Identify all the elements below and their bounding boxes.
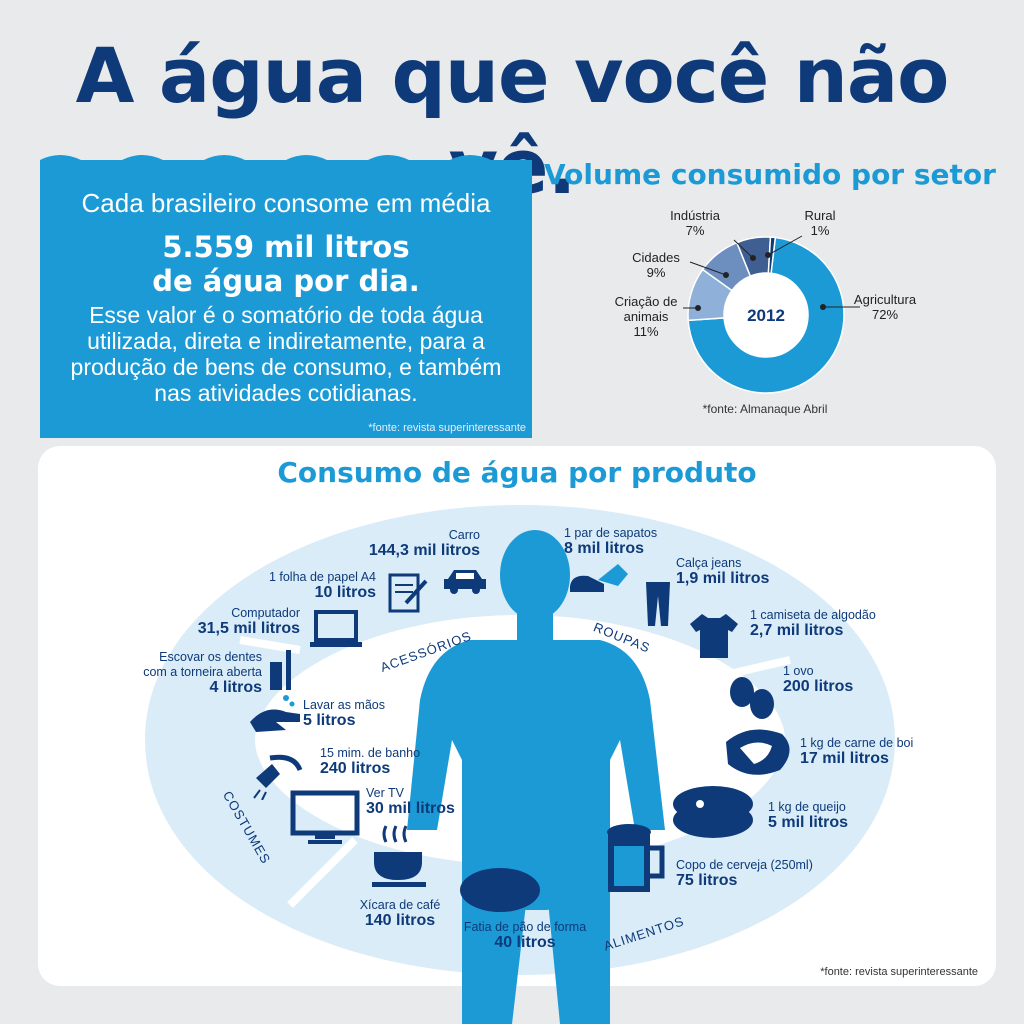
leader-industria (733, 239, 754, 259)
highlight-value: 5.559 mil litros de água por dia. (152, 230, 420, 298)
sector-source: *fonte: Almanaque Abril (702, 402, 828, 416)
car-icon (444, 570, 486, 594)
cheese-icon (673, 786, 753, 838)
shower-icon (253, 754, 303, 800)
label-cidades: Cidades 9% (632, 250, 680, 280)
product-carne: 1 kg de carne de boi 17 mil litros (800, 736, 914, 767)
stat-source: *fonte: revista superinteressante (368, 422, 526, 434)
person-silhouette (407, 530, 665, 1024)
shoes-icon (570, 564, 628, 592)
donut-hole (724, 273, 808, 357)
average-consumption-panel: Cada brasileiro consome em média 5.559 m… (40, 160, 532, 438)
product-ovo: 1 ovo 200 litros (783, 664, 854, 695)
label-agricultura: Agricultura 72% (853, 292, 917, 322)
product-carro: Carro 144,3 mil litros (368, 528, 480, 559)
product-sapatos: 1 par de sapatos 8 mil litros (564, 526, 658, 557)
product-lavar-maos: Lavar as mãos 5 litros (303, 698, 385, 729)
explanation-text: Esse valor é o somatório de toda água ut… (70, 302, 502, 406)
product-computador: Computador 31,5 mil litros (197, 606, 300, 637)
product-cafe: Xícara de café 140 litros (359, 898, 441, 929)
product-banho: 15 mim. de banho 240 litros (320, 746, 421, 777)
donut-center-year: 2012 (747, 306, 785, 325)
product-camiseta: 1 camiseta de algodão 2,7 mil litros (750, 608, 876, 639)
sector-chart-title: Volume consumido por setor (544, 158, 996, 191)
bread-icon (460, 850, 558, 912)
hands-washing-icon (250, 695, 300, 732)
label-industria: Indústria 7% (670, 208, 720, 238)
product-escovar-dentes: Escovar os dentes com a torneira aberta 4 … (143, 650, 262, 696)
product-source: *fonte: revista superinteressante (820, 966, 978, 978)
jeans-icon (646, 582, 670, 626)
product-cerveja: Copo de cerveja (250ml) 75 litros (676, 858, 813, 889)
leader-cidades (689, 261, 727, 276)
intro-text: Cada brasileiro consome em média (81, 188, 491, 218)
label-rural: Rural 1% (804, 208, 836, 238)
product-section-title: Consumo de água por produto (277, 456, 757, 489)
sector-donut-chart: 2012 (683, 235, 860, 394)
product-papel: 1 folha de papel A4 10 litros (268, 570, 376, 601)
steak-icon (726, 729, 790, 775)
product-jeans: Calça jeans 1,9 mil litros (676, 556, 770, 587)
leader-rural (767, 235, 803, 256)
beer-mug-icon (607, 824, 665, 892)
toothbrush-icon (270, 650, 291, 690)
paper-icon (388, 573, 428, 613)
coffee-cup-icon (372, 825, 426, 887)
product-queijo: 1 kg de queijo 5 mil litros (768, 800, 849, 831)
eggs-icon (730, 677, 774, 719)
label-criacao: Criação de animais 11% (614, 294, 678, 339)
laptop-icon (310, 610, 362, 647)
product-pao: Fatia de pão de forma 40 litros (463, 920, 587, 951)
tshirt-icon (690, 614, 738, 658)
product-ver-tv: Ver TV 30 mil litros (366, 786, 455, 817)
tv-icon (290, 790, 360, 844)
